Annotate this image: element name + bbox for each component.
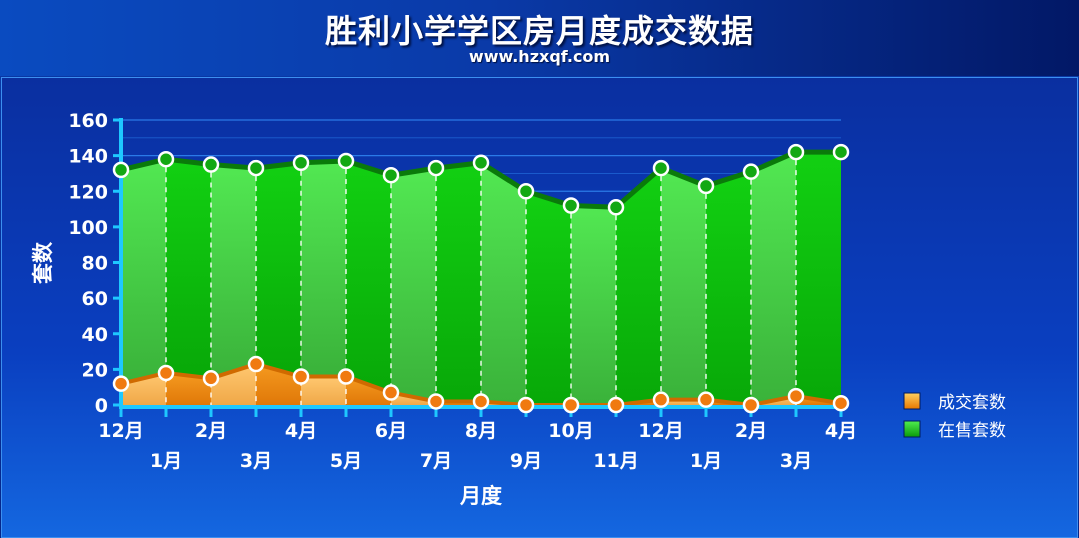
data-point-sold[interactable] — [517, 396, 535, 414]
data-point-sold[interactable] — [652, 391, 670, 408]
chart-title: 胜利小学学区房月度成交数据 — [324, 12, 754, 50]
x-tick-label: 12月 — [638, 420, 683, 442]
legend-swatch — [903, 420, 921, 438]
legend-label: 成交套数 — [938, 393, 1006, 413]
x-tick-label: 8月 — [465, 420, 497, 442]
data-point-on-sale[interactable] — [472, 154, 490, 171]
x-tick-label: 2月 — [735, 420, 767, 442]
data-point-sold[interactable] — [157, 364, 175, 382]
x-tick-label: 6月 — [375, 420, 407, 442]
y-tick-label: 60 — [82, 288, 108, 310]
area-segment-on-sale — [121, 159, 166, 384]
data-point-on-sale[interactable] — [517, 183, 535, 200]
data-point-on-sale[interactable] — [742, 163, 760, 180]
area-segment-on-sale — [301, 160, 346, 377]
x-tick-label: 1月 — [690, 450, 722, 472]
x-tick-label: 10月 — [548, 420, 593, 442]
data-point-sold[interactable] — [562, 396, 580, 414]
data-point-sold[interactable] — [697, 391, 715, 408]
x-tick-label: 4月 — [285, 420, 317, 442]
area-segment-on-sale — [346, 160, 391, 393]
data-point-sold[interactable] — [472, 393, 490, 410]
y-tick-label: 0 — [95, 395, 108, 417]
y-tick-label: 140 — [68, 146, 108, 168]
data-point-sold[interactable] — [112, 375, 130, 392]
data-point-sold[interactable] — [742, 396, 760, 414]
y-axis-title: 套数 — [31, 241, 55, 284]
data-point-on-sale[interactable] — [292, 154, 310, 171]
area-segment-on-sale — [706, 171, 751, 405]
data-point-sold[interactable] — [607, 396, 625, 414]
data-point-sold[interactable] — [427, 393, 445, 410]
data-point-on-sale[interactable] — [247, 159, 265, 177]
x-tick-label: 3月 — [240, 450, 272, 472]
area-segment-on-sale — [436, 162, 481, 402]
data-point-sold[interactable] — [832, 394, 850, 412]
data-point-on-sale[interactable] — [787, 143, 805, 161]
data-point-sold[interactable] — [337, 368, 355, 385]
data-point-sold[interactable] — [202, 370, 220, 387]
data-point-on-sale[interactable] — [337, 152, 355, 170]
x-tick-label: 9月 — [510, 450, 542, 472]
data-point-on-sale[interactable] — [112, 161, 130, 179]
area-segment-sold — [346, 376, 391, 405]
x-tick-label: 4月 — [825, 420, 857, 442]
area-segment-on-sale — [256, 162, 301, 377]
data-point-on-sale[interactable] — [607, 199, 625, 216]
data-point-on-sale[interactable] — [832, 143, 850, 161]
data-point-sold[interactable] — [292, 368, 310, 385]
area-segment-on-sale — [166, 159, 211, 379]
legend-swatch — [903, 392, 921, 410]
legend-item-on-sale[interactable]: 在售套数 — [903, 420, 1006, 441]
area-segment-on-sale — [796, 152, 841, 404]
area-segment-sold — [211, 364, 256, 405]
x-tick-label: 5月 — [330, 450, 362, 472]
area-segment-on-sale — [571, 205, 616, 405]
data-point-sold[interactable] — [787, 387, 805, 405]
area-segment-sold — [301, 376, 346, 405]
x-tick-label: 2月 — [195, 420, 227, 442]
chart-subtitle: www.hzxqf.com — [468, 47, 611, 66]
legend-item-sold[interactable]: 成交套数 — [903, 392, 1006, 413]
data-point-on-sale[interactable] — [697, 177, 715, 195]
data-point-sold[interactable] — [382, 384, 400, 401]
data-point-on-sale[interactable] — [427, 159, 445, 177]
x-tick-label: 12月 — [98, 420, 143, 442]
legend-label: 在售套数 — [938, 421, 1006, 441]
x-tick-label: 3月 — [780, 450, 812, 472]
x-tick-label: 7月 — [420, 450, 452, 472]
data-point-on-sale[interactable] — [202, 156, 220, 173]
area-segment-on-sale — [661, 168, 706, 400]
data-point-sold[interactable] — [247, 355, 265, 373]
chart-header: 胜利小学学区房月度成交数据 www.hzxqf.com — [0, 0, 1079, 76]
area-segment-on-sale — [616, 168, 661, 405]
y-tick-label: 20 — [82, 359, 108, 381]
area-segment-on-sale — [481, 162, 526, 405]
area-segment-on-sale — [526, 191, 571, 405]
y-tick-label: 40 — [82, 324, 108, 346]
data-point-on-sale[interactable] — [157, 150, 175, 168]
area-segment-on-sale — [211, 164, 256, 379]
x-tick-label: 1月 — [150, 450, 182, 472]
x-axis-title: 月度 — [459, 484, 502, 508]
data-point-on-sale[interactable] — [652, 159, 670, 177]
data-point-on-sale[interactable] — [382, 166, 400, 184]
y-tick-label: 160 — [68, 110, 108, 132]
y-tick-label: 120 — [68, 181, 108, 203]
area-segment-on-sale — [391, 168, 436, 402]
y-tick-label: 80 — [82, 253, 108, 275]
area-segment-sold — [166, 372, 211, 405]
y-tick-label: 100 — [68, 217, 108, 239]
x-tick-label: 11月 — [593, 450, 638, 472]
area-segment-on-sale — [751, 152, 796, 405]
data-point-on-sale[interactable] — [562, 197, 580, 214]
